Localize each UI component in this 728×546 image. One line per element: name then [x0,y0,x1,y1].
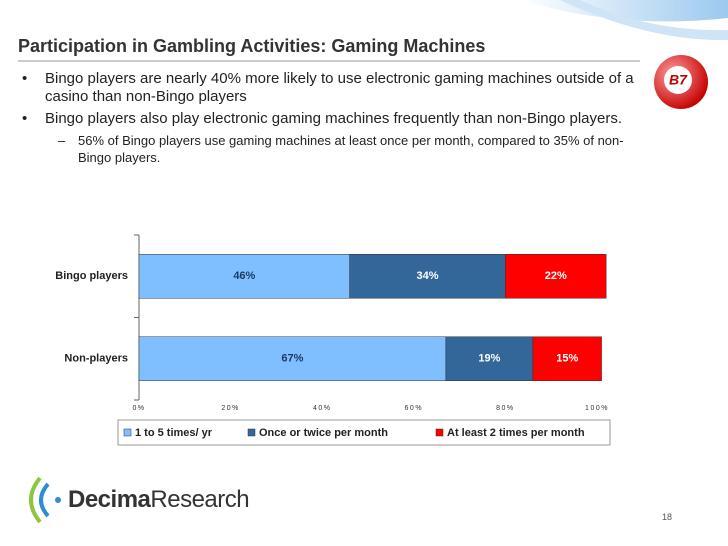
bullet-text: Bingo players are nearly 40% more likely… [45,70,634,105]
x-tick-label: 0% [132,405,145,412]
data-label: 15% [556,353,578,365]
data-label: 22% [545,270,567,282]
x-tick-label: 40% [313,405,332,412]
x-tick-label: 100% [585,405,609,412]
bullet-text: Bingo players also play electronic gamin… [45,110,622,127]
x-tick-label: 80% [496,405,515,412]
data-label: 19% [478,353,500,365]
sub-bullet: 56% of Bingo players use gaming machines… [45,132,640,166]
bullet: Bingo players are nearly 40% more likely… [20,70,640,106]
data-label: 67% [281,353,303,365]
logo: DecimaResearch [68,486,250,514]
bar-segment [138,336,447,381]
logo-arc [29,476,42,524]
logo-dot [55,497,61,503]
bullet: Bingo players also play electronic gamin… [20,110,640,166]
category-label: Non-players [64,353,128,365]
bar-segment [505,254,607,299]
category-label: Bingo players [55,270,128,282]
bullet-list: Bingo players are nearly 40% more likely… [20,70,640,170]
x-tick-label: 20% [221,405,240,412]
logo-suffix: Research [150,486,250,513]
legend-swatch [435,428,444,437]
legend-swatch [123,428,132,437]
legend-swatch [247,428,256,437]
data-label: 34% [417,270,439,282]
bar-segment [532,336,602,381]
legend-label: Once or twice per month [259,427,388,439]
logo-name: Decima [68,486,151,513]
ball-label: B7 [669,72,688,88]
legend-label: 1 to 5 times/ yr [135,427,213,439]
legend-box [117,419,611,446]
bingo-ball-face [664,66,692,94]
logo-arc [39,482,50,518]
bar-segment [445,336,534,381]
page-number: 18 [662,512,673,522]
slide-title: Participation in Gambling Activities: Ga… [18,36,486,56]
legend-label: At least 2 times per month [447,427,585,439]
decor-swoosh [560,0,728,41]
x-tick-label: 60% [405,405,424,412]
data-label: 46% [233,270,255,282]
